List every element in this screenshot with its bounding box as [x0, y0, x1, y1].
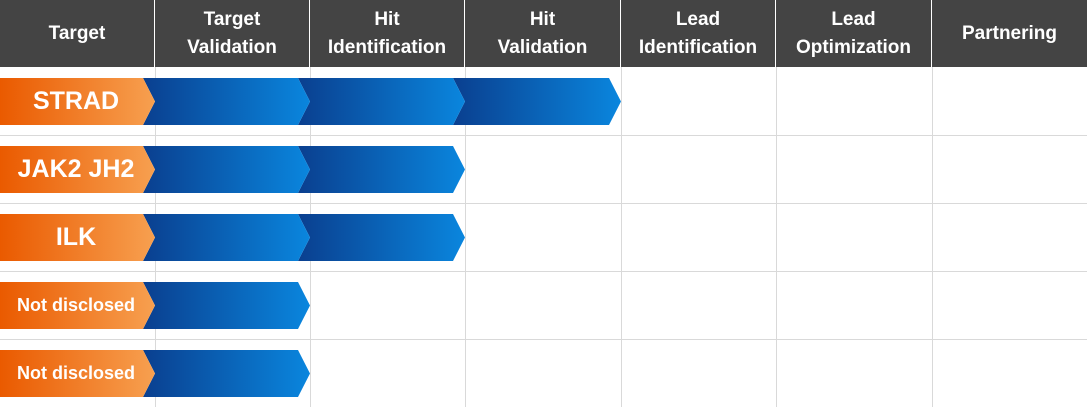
program-name: Not disclosed: [16, 295, 136, 315]
pipeline-header: Target Target Validation Hit Identificat…: [0, 0, 1087, 67]
target-arrow: [0, 350, 155, 397]
column-header-partnering: Partnering: [961, 22, 1058, 44]
stage-arrow: [298, 146, 465, 193]
program-name: JAK2 JH2: [17, 155, 135, 183]
stage-arrow: [453, 78, 621, 125]
target-arrow: [0, 78, 155, 125]
grid-line: [0, 203, 1087, 204]
stage-arrow: [143, 146, 310, 193]
stage-arrow: [298, 214, 465, 261]
grid-line: [0, 271, 1087, 272]
column-header-target: Target: [0, 0, 155, 67]
stage-arrow: [143, 350, 310, 397]
stage-arrow: [298, 78, 465, 125]
stage-arrow: [143, 214, 310, 261]
grid-line: [0, 135, 1087, 136]
program-name: ILK: [55, 223, 97, 251]
progress-arrows: [0, 282, 310, 329]
progress-arrows: [0, 214, 465, 261]
column-header-lead-optimization: Lead Optimization: [776, 0, 932, 67]
progress-arrows: [0, 350, 310, 397]
progress-arrows: [0, 78, 621, 125]
grid-line: [776, 67, 777, 407]
program-name: STRAD: [32, 87, 120, 115]
column-header-hit-validation: Hit Validation: [465, 0, 621, 67]
grid-line: [621, 67, 622, 407]
program-name: Not disclosed: [16, 363, 136, 383]
column-header-hit-identification: Hit Identification: [310, 0, 465, 67]
column-header-target-validation: Target Validation: [155, 0, 310, 67]
grid-line: [932, 67, 933, 407]
progress-arrows: [0, 146, 465, 193]
target-arrow: [0, 146, 155, 193]
target-arrow: [0, 214, 155, 261]
column-header-lead-identification: Lead Identification: [621, 0, 776, 67]
stage-arrow: [143, 78, 310, 125]
grid-line: [465, 67, 466, 407]
stage-arrow: [143, 282, 310, 329]
target-arrow: [0, 282, 155, 329]
grid-line: [0, 339, 1087, 340]
